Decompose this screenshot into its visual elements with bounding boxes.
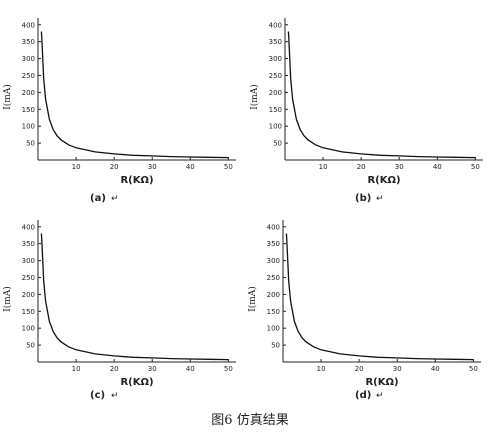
x-tick-label: 50	[471, 163, 480, 171]
y-axis-label: I(mA)	[2, 84, 13, 110]
x-tick-label: 40	[433, 163, 442, 171]
y-tick-label: 250	[269, 72, 282, 80]
series-line	[287, 31, 476, 159]
x-axis-label: R(KΩ)	[365, 377, 398, 388]
x-tick-label: 10	[317, 365, 326, 373]
y-tick-label: 250	[22, 274, 35, 282]
panel-mark: ↵	[111, 194, 119, 204]
y-tick-label: 100	[269, 123, 282, 131]
y-tick-label: 200	[269, 89, 282, 97]
x-tick-label: 20	[110, 365, 119, 373]
panel-label: (b)	[355, 193, 371, 204]
x-tick-label: 50	[224, 365, 233, 373]
series-line	[40, 31, 229, 159]
x-axis-label: R(KΩ)	[120, 175, 153, 186]
x-tick-label: 50	[224, 163, 233, 171]
chart-panel-b: 50 100 150 200 250 300 350 400 10 20 30 40 50 I(mA) R(…	[249, 18, 483, 204]
panel-label: (d)	[355, 390, 371, 401]
y-tick-label: 250	[267, 274, 280, 282]
y-tick-label: 150	[22, 106, 35, 114]
x-tick-label: 10	[72, 163, 81, 171]
y-tick-label: 50	[26, 140, 35, 148]
panel-mark: ↵	[111, 391, 119, 401]
x-tick-label: 40	[431, 365, 440, 373]
series-line	[285, 233, 474, 361]
y-tick-label: 50	[26, 342, 35, 350]
chart-panel-a: 50 100 150 200 250 300 350 400 10 20 30 40 50 I(mA) R(…	[2, 18, 236, 204]
y-tick-label: 50	[271, 342, 280, 350]
y-tick-label: 300	[22, 55, 35, 63]
panel-label: (c)	[90, 390, 105, 401]
x-tick-label: 30	[148, 365, 157, 373]
y-tick-label: 100	[22, 123, 35, 131]
x-tick-label: 40	[186, 163, 195, 171]
y-tick-label: 200	[267, 291, 280, 299]
y-tick-label: 400	[267, 223, 280, 231]
y-tick-label: 100	[267, 325, 280, 333]
y-tick-label: 300	[267, 257, 280, 265]
y-tick-label: 400	[269, 21, 282, 29]
x-tick-label: 20	[355, 365, 364, 373]
y-tick-label: 350	[269, 38, 282, 46]
chart-panel-c: 50 100 150 200 250 300 350 400 10 20 30 40 50 I(mA) R(…	[2, 220, 236, 401]
x-tick-label: 40	[186, 365, 195, 373]
chart-panel-d: 50 100 150 200 250 300 350 400 10 20 30 40 50 I(mA) R(…	[247, 220, 481, 401]
x-tick-label: 20	[110, 163, 119, 171]
x-tick-label: 30	[393, 365, 402, 373]
y-tick-label: 350	[22, 38, 35, 46]
y-tick-label: 50	[273, 140, 282, 148]
panel-label: (a)	[90, 193, 106, 204]
y-tick-label: 150	[267, 308, 280, 316]
x-tick-label: 20	[357, 163, 366, 171]
y-axis-label: I(mA)	[247, 286, 258, 312]
y-tick-label: 300	[22, 257, 35, 265]
y-tick-label: 200	[22, 291, 35, 299]
y-axis-label: I(mA)	[2, 286, 13, 312]
y-tick-label: 150	[22, 308, 35, 316]
series-line	[40, 233, 229, 361]
x-axis-label: R(KΩ)	[120, 377, 153, 388]
x-tick-label: 30	[148, 163, 157, 171]
panel-mark: ↵	[376, 391, 384, 401]
y-tick-label: 250	[22, 72, 35, 80]
figure-caption: 图6 仿真结果	[211, 413, 288, 428]
x-axis-label: R(KΩ)	[367, 175, 400, 186]
y-tick-label: 350	[267, 240, 280, 248]
panel-mark: ↵	[376, 194, 384, 204]
y-tick-label: 400	[22, 21, 35, 29]
y-tick-label: 100	[22, 325, 35, 333]
x-tick-label: 10	[319, 163, 328, 171]
y-tick-label: 150	[269, 106, 282, 114]
y-tick-label: 300	[269, 55, 282, 63]
x-tick-label: 50	[469, 365, 478, 373]
y-tick-label: 200	[22, 89, 35, 97]
y-tick-label: 400	[22, 223, 35, 231]
y-tick-label: 350	[22, 240, 35, 248]
x-tick-label: 10	[72, 365, 81, 373]
x-tick-label: 30	[395, 163, 404, 171]
y-axis-label: I(mA)	[249, 84, 260, 110]
